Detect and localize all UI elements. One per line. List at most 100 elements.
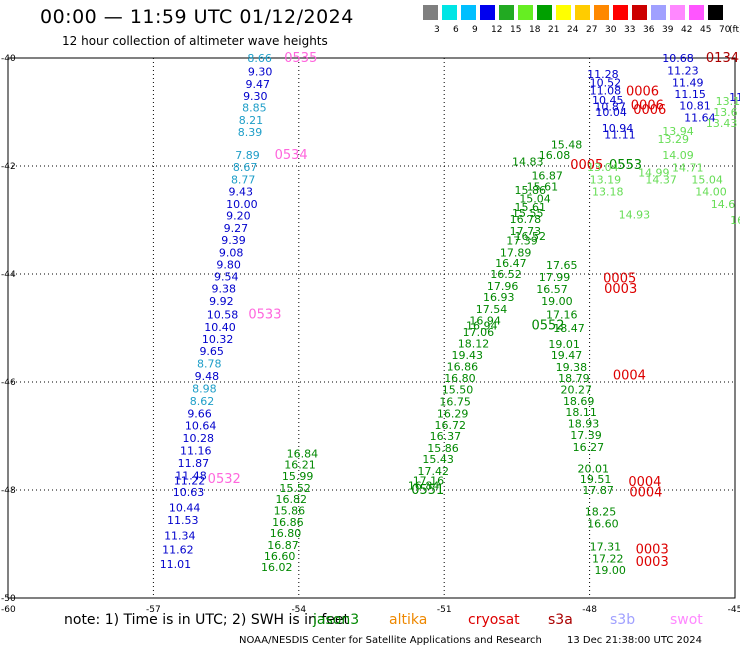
wave-height-label: 15.61 [514, 201, 546, 214]
wave-height-label: 14.37 [645, 174, 677, 187]
wave-height-label: 9.48 [195, 370, 220, 383]
wave-height-label: 15.50 [442, 384, 474, 397]
pass-time-label: 0003 [636, 542, 669, 557]
wave-height-label: 17.16 [546, 309, 578, 322]
wave-height-label: 17.39 [506, 235, 537, 248]
wave-height-label: 16.86 [272, 516, 304, 529]
wave-height-label: 11 [729, 91, 740, 104]
wave-height-label: 10.64 [185, 420, 217, 433]
wave-height-label: 17.31 [590, 541, 622, 554]
pass-time-label: 0553 [609, 158, 642, 173]
legend-label: 30 [605, 25, 617, 35]
wave-height-label: 10.44 [169, 501, 201, 514]
wave-height-label: 14.71 [672, 162, 704, 175]
wave-height-label: 8.77 [231, 174, 256, 187]
wave-height-label: 16.84 [287, 447, 319, 460]
wave-height-label: 10.87 [594, 101, 626, 114]
y-tick-label: -44 [1, 270, 16, 280]
wave-height-label: 16.29 [437, 407, 469, 420]
wave-height-label: 16.86 [447, 360, 479, 373]
wave-height-label: 15.61 [527, 181, 559, 194]
wave-height-label: 9.08 [219, 246, 244, 259]
wave-height-label: 18.93 [568, 418, 600, 431]
pass-time-label: 0005 [570, 158, 603, 173]
wave-height-label: 16.52 [514, 230, 546, 243]
wave-height-label: 13.6 [713, 106, 738, 119]
wave-height-label: 19.00 [541, 295, 573, 308]
pass-time-label: 0003 [636, 555, 669, 570]
wave-height-label: 15.43 [422, 453, 454, 466]
pass-time-label: 0551 [411, 483, 444, 498]
wave-height-label: 9.30 [248, 66, 273, 79]
pass-time-label: 0532 [208, 472, 241, 487]
wave-height-label: 13.94 [662, 125, 694, 138]
wave-height-label: 10.68 [662, 52, 694, 65]
wave-height-label: 10.52 [590, 76, 622, 89]
legend-label: 21 [548, 25, 560, 35]
wave-height-label: 16.57 [536, 283, 568, 296]
wave-height-label: 11.01 [160, 558, 192, 571]
legend-swatch [423, 5, 438, 20]
wave-height-label: 15.04 [519, 192, 551, 205]
wave-height-label: 16.37 [430, 430, 462, 443]
map-frame [7, 57, 736, 599]
wave-height-label: 11.48 [175, 469, 207, 482]
legend-label: (ft) [729, 25, 740, 35]
legend-swatch [499, 5, 514, 20]
pass-time-label: 0003 [604, 282, 637, 297]
wave-height-label: 13.19 [590, 174, 622, 187]
wave-height-label: 17.87 [582, 484, 614, 497]
wave-height-label: 16.52 [490, 268, 522, 281]
wave-height-label: 16.75 [439, 395, 471, 408]
wave-height-label: 15.86 [274, 505, 306, 518]
wave-height-label: 8.78 [197, 358, 222, 371]
wave-height-label: 15.04 [691, 174, 723, 187]
wave-height-label: 11.64 [684, 111, 716, 124]
legend-label: 27 [586, 25, 598, 35]
x-tick-label: -51 [437, 605, 452, 615]
wave-height-label: 11.28 [587, 68, 619, 81]
wave-height-label: 11.08 [590, 84, 622, 97]
wave-height-label: 13.1 [716, 95, 740, 108]
legend-label: 36 [643, 25, 655, 35]
wave-height-label: 18.69 [563, 395, 595, 408]
wave-height-label: 10.58 [207, 309, 239, 322]
wave-height-label: 9.20 [226, 210, 251, 223]
wave-height-label: 14.09 [662, 149, 694, 162]
wave-height-label: 18.25 [585, 506, 617, 519]
legend-label: 39 [662, 25, 674, 35]
wave-height-label: 16.60 [587, 517, 619, 530]
wave-height-label: 11.15 [674, 88, 706, 101]
wave-height-label: 10.00 [226, 198, 258, 211]
wave-height-label: 11.62 [162, 543, 194, 556]
legend-swatch [575, 5, 590, 20]
satellite-label: swot [670, 612, 703, 628]
wave-height-label: 16.27 [573, 441, 605, 454]
wave-height-label: 19.00 [594, 564, 626, 577]
x-tick-label: -45 [728, 605, 740, 615]
wave-height-label: 9.54 [214, 271, 239, 284]
legend-label: 9 [472, 25, 478, 35]
legend-label: 18 [529, 25, 541, 35]
wave-height-label: 8.62 [190, 395, 215, 408]
wave-height-label: 16.94 [469, 314, 501, 327]
legend-swatch [594, 5, 609, 20]
wave-height-label: 10.63 [173, 486, 205, 499]
legend-swatch [461, 5, 476, 20]
wave-height-label: 14.93 [619, 209, 651, 222]
wave-height-label: 14.99 [638, 166, 670, 179]
wave-height-label: 11.16 [180, 445, 212, 458]
wave-height-label: 19.51 [580, 473, 612, 486]
y-tick-label: -46 [1, 378, 16, 388]
wave-height-label: 16.87 [267, 539, 299, 552]
wave-height-label: 8.67 [233, 161, 257, 174]
wave-height-label: 10.81 [679, 100, 711, 113]
wave-height-label: 17.65 [546, 259, 578, 272]
wave-height-label: 17.54 [476, 303, 508, 316]
wave-height-label: 8.39 [238, 126, 263, 139]
wave-height-label: 15.86 [514, 184, 546, 197]
pass-time-label: 0004 [613, 369, 646, 384]
wave-height-label: 18.79 [558, 372, 590, 385]
wave-height-label: 17.42 [418, 465, 450, 478]
satellite-label: s3b [610, 612, 636, 628]
